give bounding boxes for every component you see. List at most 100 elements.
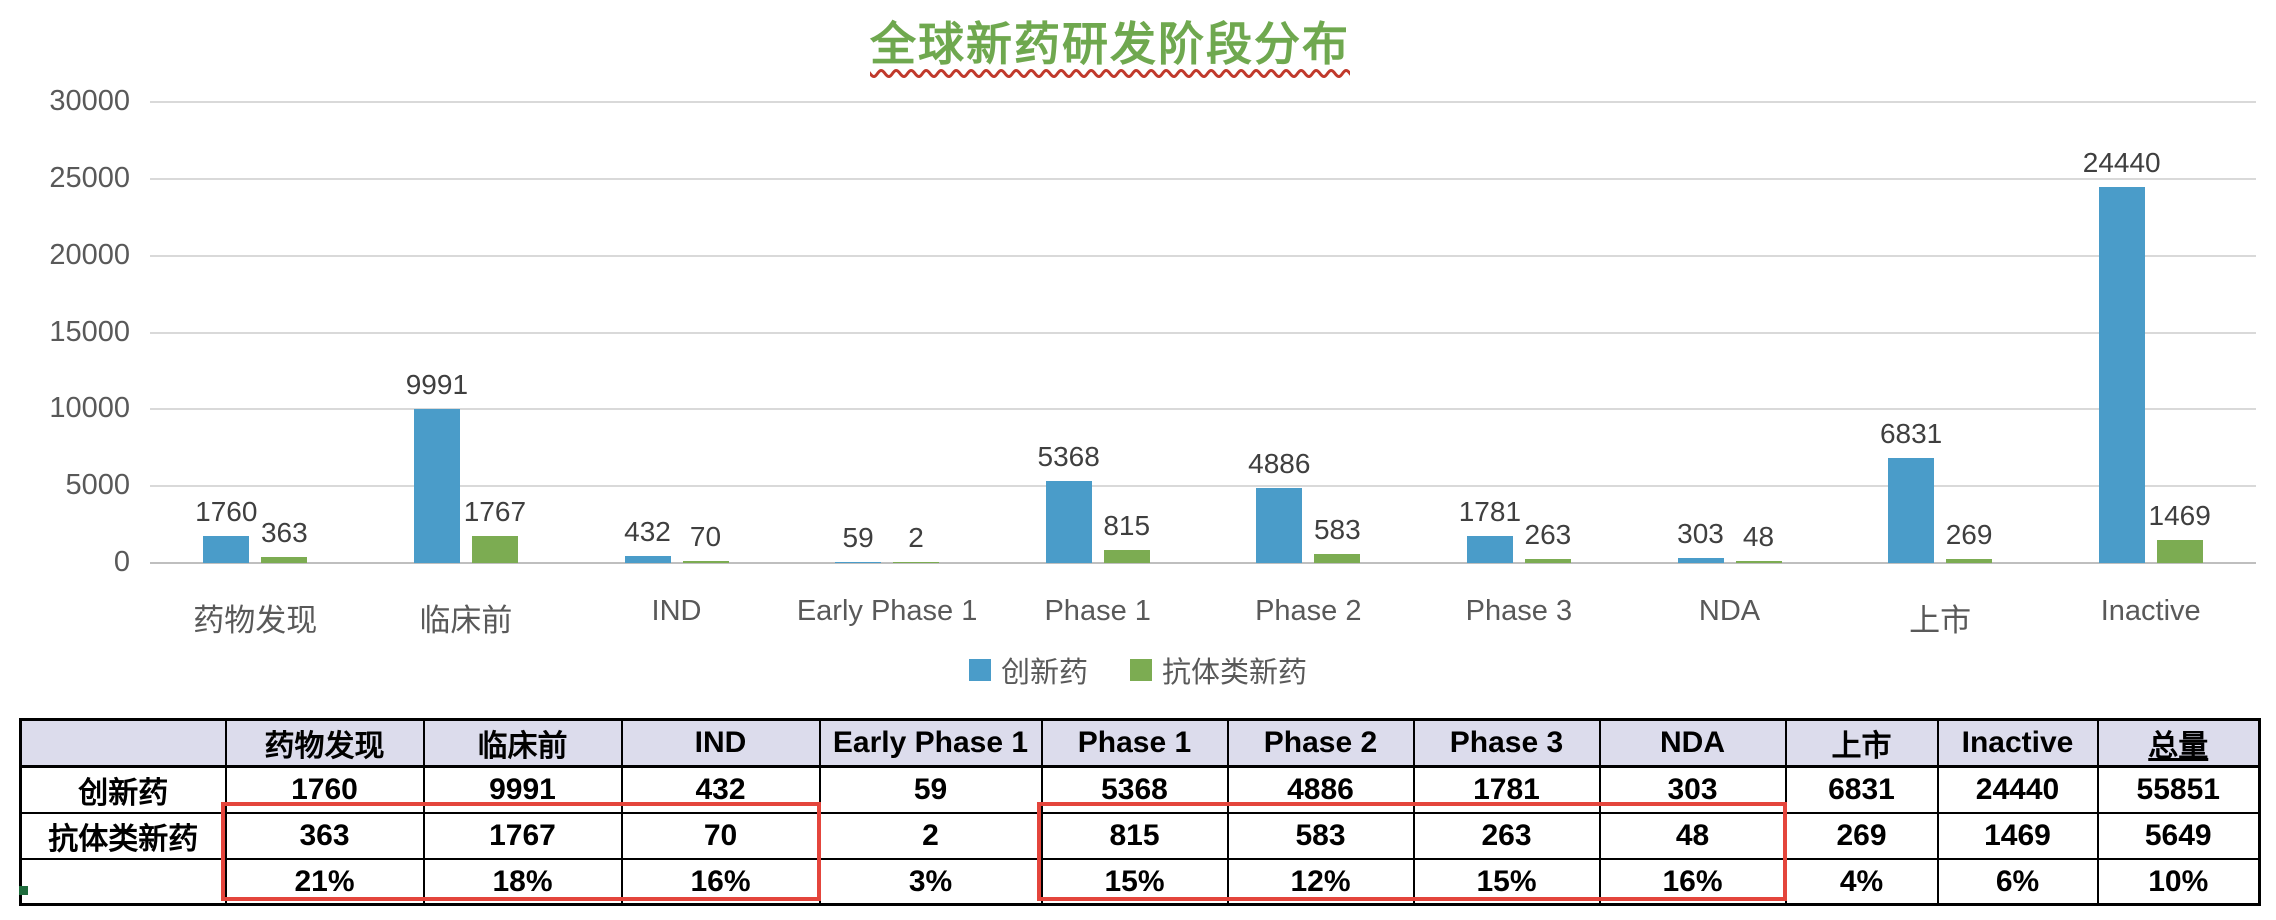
table-cell: 3% — [818, 858, 1043, 906]
gridline-10000 — [150, 408, 2256, 411]
bar-创新药-Phase 3 — [1466, 535, 1513, 563]
table-cell: 4% — [1784, 858, 1939, 906]
data-label: 815 — [1103, 510, 1151, 542]
y-axis-tick-label: 25000 — [49, 161, 130, 194]
legend-label: 抗体类新药 — [1162, 657, 1308, 689]
table-cell: 24440 — [1936, 765, 2099, 814]
table-header-row: 药物发现 临床前 IND Early Phase 1 Phase 1 Phase 2 Pha… — [19, 718, 2261, 768]
bar-创新药-Phase 2 — [1256, 487, 1303, 563]
column-header: Inactive — [1936, 718, 2099, 768]
y-axis-tick-label: 10000 — [49, 392, 130, 425]
data-label: 432 — [624, 516, 671, 548]
data-label: 5368 — [1037, 440, 1100, 472]
data-label: 1760 — [195, 495, 258, 527]
legend-label: 创新药 — [1000, 657, 1088, 689]
bar-创新药-Early Phase 1 — [835, 562, 882, 564]
table-cell: 1469 — [1936, 812, 2099, 860]
gridline-15000 — [150, 331, 2256, 334]
x-axis-label-药物发现: 药物发现 — [193, 603, 318, 638]
legend-item-创新药: 创新药 — [968, 649, 1088, 691]
bar-抗体类新药-上市 — [1946, 558, 1993, 563]
chart-title: 全球新药研发阶段分布 — [870, 18, 1350, 70]
table-row-percent: 21% 18% 16% 3% 15% 12% 15% 16% 4% 6% 10% — [19, 858, 2261, 906]
data-label: 1469 — [2148, 500, 2211, 532]
table-cell: 48 — [1598, 812, 1787, 860]
x-axis-label-上市: 上市 — [1909, 603, 1972, 638]
column-header — [19, 718, 227, 768]
y-axis-tick-label: 20000 — [49, 238, 130, 271]
table-cell: 55851 — [2096, 765, 2261, 814]
gridline-25000 — [150, 177, 2256, 180]
data-label: 363 — [260, 517, 308, 549]
row-label: 抗体类新药 — [19, 812, 227, 860]
column-header: Phase 2 — [1226, 718, 1415, 768]
row-label: 创新药 — [19, 765, 227, 814]
gridline-20000 — [150, 254, 2256, 257]
y-axis-tick-label: 30000 — [49, 85, 130, 117]
data-label: 263 — [1524, 518, 1572, 550]
data-label: 24440 — [2082, 147, 2161, 179]
bar-抗体类新药-药物发现 — [261, 557, 308, 563]
bar-抗体类新药-Inactive — [2156, 540, 2203, 563]
table-cell: 5649 — [2096, 812, 2261, 860]
legend-item-抗体类新药: 抗体类新药 — [1130, 649, 1307, 691]
bar-抗体类新药-IND — [682, 561, 729, 563]
table-cell: 59 — [818, 765, 1043, 814]
column-header: NDA — [1598, 718, 1787, 768]
highlight-box-2 — [1037, 802, 1787, 901]
table-cell: 70 — [620, 812, 821, 860]
x-axis-label-Phase 2: Phase 2 — [1255, 595, 1362, 627]
bar-chart: 0 5000 10000 15000 20000 25000 30000 1760 363 药物发… — [49, 85, 2256, 638]
bar-创新药-临床前 — [413, 409, 460, 563]
table-cell: 6831 — [1784, 765, 1939, 814]
data-label: 4886 — [1248, 447, 1311, 479]
legend-swatch-icon — [968, 659, 991, 681]
y-axis-tick-label: 0 — [113, 546, 130, 578]
x-axis-label-IND: IND — [651, 595, 702, 627]
bar-创新药-Phase 1 — [1045, 480, 1092, 563]
table-cell: 263 — [1412, 812, 1601, 860]
gridline-0 — [150, 562, 2256, 564]
x-axis-label-Phase 1: Phase 1 — [1044, 595, 1151, 627]
data-label: 1767 — [463, 495, 527, 527]
data-label: 9991 — [405, 369, 469, 401]
table-cell: 1767 — [422, 812, 623, 860]
table-cell: 269 — [1784, 812, 1939, 860]
bar-抗体类新药-Phase 3 — [1524, 558, 1571, 563]
x-axis-label-NDA: NDA — [1698, 595, 1761, 627]
column-header: 临床前 — [422, 718, 623, 768]
y-axis-tick-label: 5000 — [65, 469, 130, 502]
data-label: 303 — [1677, 518, 1724, 550]
column-header: 上市 — [1784, 718, 1939, 768]
data-label: 59 — [842, 522, 874, 554]
column-header: 总量 — [2096, 718, 2261, 768]
bar-抗体类新药-Phase 2 — [1314, 554, 1361, 563]
data-label: 269 — [1945, 518, 1993, 550]
table-cell: 10% — [2096, 858, 2261, 906]
table-cell: 815 — [1040, 812, 1229, 860]
table-cell: 363 — [224, 812, 425, 860]
bar-创新药-上市 — [1888, 458, 1935, 563]
highlight-box-1 — [221, 802, 821, 901]
legend-swatch-icon — [1130, 659, 1152, 681]
data-label: 48 — [1742, 521, 1775, 552]
data-label: 1781 — [1458, 495, 1522, 527]
table-cell: 583 — [1226, 812, 1415, 860]
bar-创新药-Inactive — [2098, 187, 2145, 563]
column-header: Phase 3 — [1412, 718, 1601, 768]
bar-抗体类新药-临床前 — [471, 535, 518, 563]
cell-corner-marker — [19, 886, 28, 895]
data-label: 70 — [689, 521, 722, 552]
x-axis-label-Phase 3: Phase 3 — [1465, 595, 1573, 627]
x-axis-label-Early Phase 1: Early Phase 1 — [796, 595, 978, 627]
y-axis-tick-label: 15000 — [49, 315, 130, 348]
bar-创新药-NDA — [1677, 558, 1724, 563]
bar-抗体类新药-NDA — [1735, 561, 1782, 563]
column-header: Early Phase 1 — [818, 718, 1043, 768]
x-axis-label-临床前: 临床前 — [419, 603, 513, 638]
bar-抗体类新药-Early Phase 1 — [893, 562, 940, 563]
row-label — [19, 858, 227, 906]
x-axis-label-Inactive: Inactive — [2100, 595, 2201, 627]
gridline-5000 — [150, 485, 2256, 488]
